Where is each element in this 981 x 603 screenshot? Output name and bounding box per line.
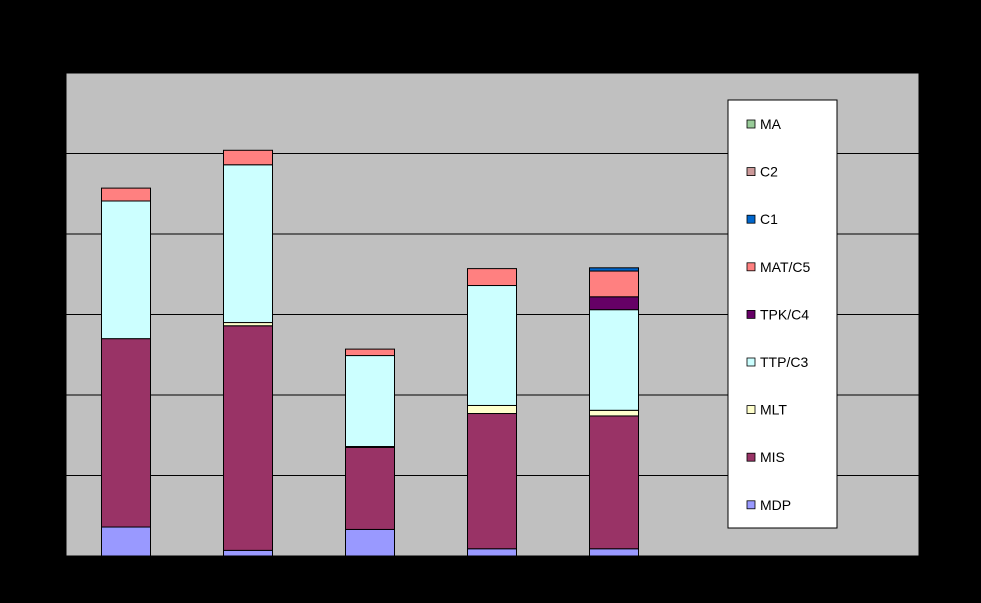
legend-item-mis: MIS bbox=[746, 449, 785, 465]
legend-swatch bbox=[746, 262, 756, 272]
bar-segment-mat-c5 bbox=[589, 270, 639, 298]
bar-segment-mdp bbox=[467, 548, 517, 557]
legend-label: MDP bbox=[760, 497, 791, 513]
legend-item-c1: C1 bbox=[746, 211, 778, 227]
bar-segment-mlt bbox=[589, 409, 639, 417]
legend-label: MA bbox=[760, 116, 782, 132]
legend-label: MLT bbox=[760, 402, 787, 418]
legend-swatch bbox=[746, 119, 756, 129]
legend-item-mat-c5: MAT/C5 bbox=[746, 259, 811, 275]
bar-segment-mis bbox=[101, 338, 151, 528]
legend-box bbox=[727, 99, 838, 529]
legend-label: C1 bbox=[760, 211, 778, 227]
bar-segment-mis bbox=[345, 446, 395, 530]
legend-swatch bbox=[746, 167, 756, 177]
legend-swatch bbox=[746, 214, 756, 224]
legend-swatch bbox=[746, 500, 756, 510]
bar-segment-mat-c5 bbox=[467, 268, 517, 287]
bar-segment-ttp-c3 bbox=[345, 355, 395, 448]
bar-segment-mdp bbox=[223, 549, 273, 557]
legend-swatch bbox=[746, 452, 756, 462]
bar-segment-ttp-c3 bbox=[223, 164, 273, 324]
legend: MA C2 C1 MAT/C5 TPK/C4 TTP/C3 MLT MIS MDP bbox=[727, 99, 838, 529]
legend-item-ma: MA bbox=[746, 116, 782, 132]
bar-segment-mat-c5 bbox=[345, 348, 395, 357]
legend-label: MIS bbox=[760, 449, 785, 465]
bar-segment-tpk-c4 bbox=[589, 296, 639, 311]
legend-swatch bbox=[746, 309, 756, 319]
bar-segment-mdp bbox=[589, 548, 639, 557]
legend-swatch bbox=[746, 357, 756, 367]
legend-item-mdp: MDP bbox=[746, 497, 791, 513]
legend-label: MAT/C5 bbox=[760, 259, 811, 275]
bar-segment-mat-c5 bbox=[101, 187, 151, 202]
legend-item-tpk-c4: TPK/C4 bbox=[746, 306, 809, 322]
legend-item-c2: C2 bbox=[746, 164, 778, 180]
bars-group bbox=[101, 149, 639, 557]
bar-segment-mis bbox=[467, 413, 517, 550]
legend-item-ttp-c3: TTP/C3 bbox=[746, 354, 808, 370]
bar-segment-mdp bbox=[101, 526, 151, 557]
bar-segment-mis bbox=[223, 325, 273, 551]
bar-segment-mdp bbox=[345, 528, 395, 557]
bar-segment-ttp-c3 bbox=[101, 200, 151, 340]
bar-segment-ttp-c3 bbox=[589, 309, 639, 411]
bar-segment-ttp-c3 bbox=[467, 285, 517, 406]
legend-swatch bbox=[746, 405, 756, 415]
bar-segment-mat-c5 bbox=[223, 149, 273, 166]
legend-item-mlt: MLT bbox=[746, 402, 787, 418]
bar-segment-c1 bbox=[589, 267, 639, 272]
legend-label: TPK/C4 bbox=[760, 306, 809, 322]
bar-segment-mis bbox=[589, 415, 639, 550]
legend-label: TTP/C3 bbox=[760, 354, 808, 370]
legend-label: C2 bbox=[760, 164, 778, 180]
bar-segment-mlt bbox=[467, 404, 517, 415]
